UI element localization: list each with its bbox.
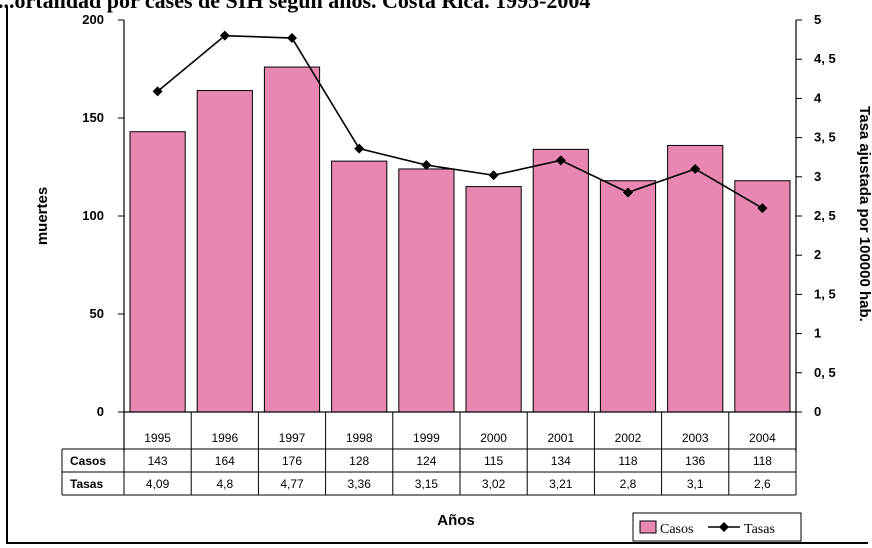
point-2004 bbox=[757, 203, 768, 214]
x-tick-label: 1999 bbox=[413, 431, 440, 445]
table-cell: 3,21 bbox=[549, 477, 573, 491]
y2-tick-label: 5 bbox=[814, 12, 821, 27]
legend-label-casos: Casos bbox=[660, 522, 693, 537]
x-tick-label: 2004 bbox=[749, 431, 776, 445]
x-tick-label: 1996 bbox=[211, 431, 238, 445]
bar-2002 bbox=[599, 180, 657, 413]
x-tick-label: 2001 bbox=[547, 431, 574, 445]
y2-tick-label: 4, 5 bbox=[814, 51, 836, 66]
legend-marker-tasas bbox=[719, 522, 729, 532]
x-tick-label: 1995 bbox=[144, 431, 171, 445]
table-cell: 2,6 bbox=[754, 477, 771, 491]
y-tick-label: 200 bbox=[82, 12, 104, 27]
bar-2003 bbox=[667, 144, 724, 413]
table-cell: 115 bbox=[484, 454, 503, 468]
y2-axis-title: Tasa ajustada por 100000 hab. bbox=[856, 106, 872, 322]
chart-frame bbox=[6, 6, 868, 544]
chart-title: ...ortalidad por cases de SIH según años… bbox=[0, 0, 591, 13]
table-cell: 3,15 bbox=[415, 477, 439, 491]
table-cell: 164 bbox=[215, 454, 235, 468]
point-2000 bbox=[488, 170, 499, 181]
y-tick-label: 0 bbox=[97, 404, 104, 419]
table-cell: 143 bbox=[148, 454, 168, 468]
table-row-label: Casos bbox=[70, 454, 106, 468]
table-cell: 4,8 bbox=[216, 477, 233, 491]
bar-2004 bbox=[734, 180, 791, 413]
table-cell: 4,77 bbox=[280, 477, 304, 491]
table-cell: 136 bbox=[685, 454, 705, 468]
y2-tick-label: 0, 5 bbox=[814, 365, 836, 380]
table-cell: 4,09 bbox=[146, 477, 170, 491]
x-tick-label: 2003 bbox=[682, 431, 709, 445]
table-cell: 3,02 bbox=[482, 477, 506, 491]
y2-tick-label: 1 bbox=[814, 326, 821, 341]
table-cell: 118 bbox=[618, 454, 637, 468]
y-tick-label: 150 bbox=[82, 110, 104, 125]
bar-1999 bbox=[398, 168, 455, 413]
table-cell: 176 bbox=[282, 454, 302, 468]
table-row-label: Tasas bbox=[70, 477, 103, 491]
table-cell: 118 bbox=[753, 454, 772, 468]
bar-1996 bbox=[196, 90, 253, 413]
table-cell: 134 bbox=[551, 454, 571, 468]
legend-label-tasas: Tasas bbox=[744, 522, 775, 537]
bar-1995 bbox=[129, 131, 186, 413]
x-tick-label: 1998 bbox=[346, 431, 373, 445]
point-1999 bbox=[421, 160, 432, 171]
y2-tick-label: 3, 5 bbox=[814, 130, 836, 145]
y2-tick-label: 3 bbox=[814, 169, 821, 184]
bar-1998 bbox=[331, 160, 388, 413]
y2-tick-label: 1, 5 bbox=[814, 286, 836, 301]
bar-1997 bbox=[263, 66, 321, 413]
table-cell: 124 bbox=[416, 454, 436, 468]
table-cell: 128 bbox=[349, 454, 369, 468]
x-tick-label: 2000 bbox=[480, 431, 507, 445]
bar-2001 bbox=[532, 148, 589, 413]
bar-2000 bbox=[465, 186, 522, 413]
y2-tick-label: 4 bbox=[814, 90, 822, 105]
line-tasas bbox=[157, 34, 763, 209]
x-tick-label: 2002 bbox=[615, 431, 642, 445]
y2-tick-label: 2 bbox=[814, 247, 821, 262]
point-1998 bbox=[354, 143, 365, 154]
point-1996 bbox=[219, 30, 230, 41]
y-tick-label: 50 bbox=[90, 306, 104, 321]
y2-tick-label: 2, 5 bbox=[814, 208, 836, 223]
table-cell: 2,8 bbox=[620, 477, 637, 491]
y-tick-label: 100 bbox=[82, 208, 104, 223]
y-axis-title: muertes bbox=[34, 187, 51, 245]
table-cell: 3,36 bbox=[348, 477, 372, 491]
table-cell: 3,1 bbox=[687, 477, 704, 491]
point-2001 bbox=[555, 155, 566, 166]
legend-swatch-casos bbox=[639, 520, 657, 534]
point-1995 bbox=[152, 86, 163, 97]
point-2002 bbox=[623, 187, 633, 198]
point-2003 bbox=[690, 163, 701, 174]
x-tick-label: 1997 bbox=[279, 431, 306, 445]
y2-tick-label: 0 bbox=[814, 404, 821, 419]
point-1997 bbox=[287, 33, 297, 44]
x-axis-title: Años bbox=[437, 512, 475, 529]
